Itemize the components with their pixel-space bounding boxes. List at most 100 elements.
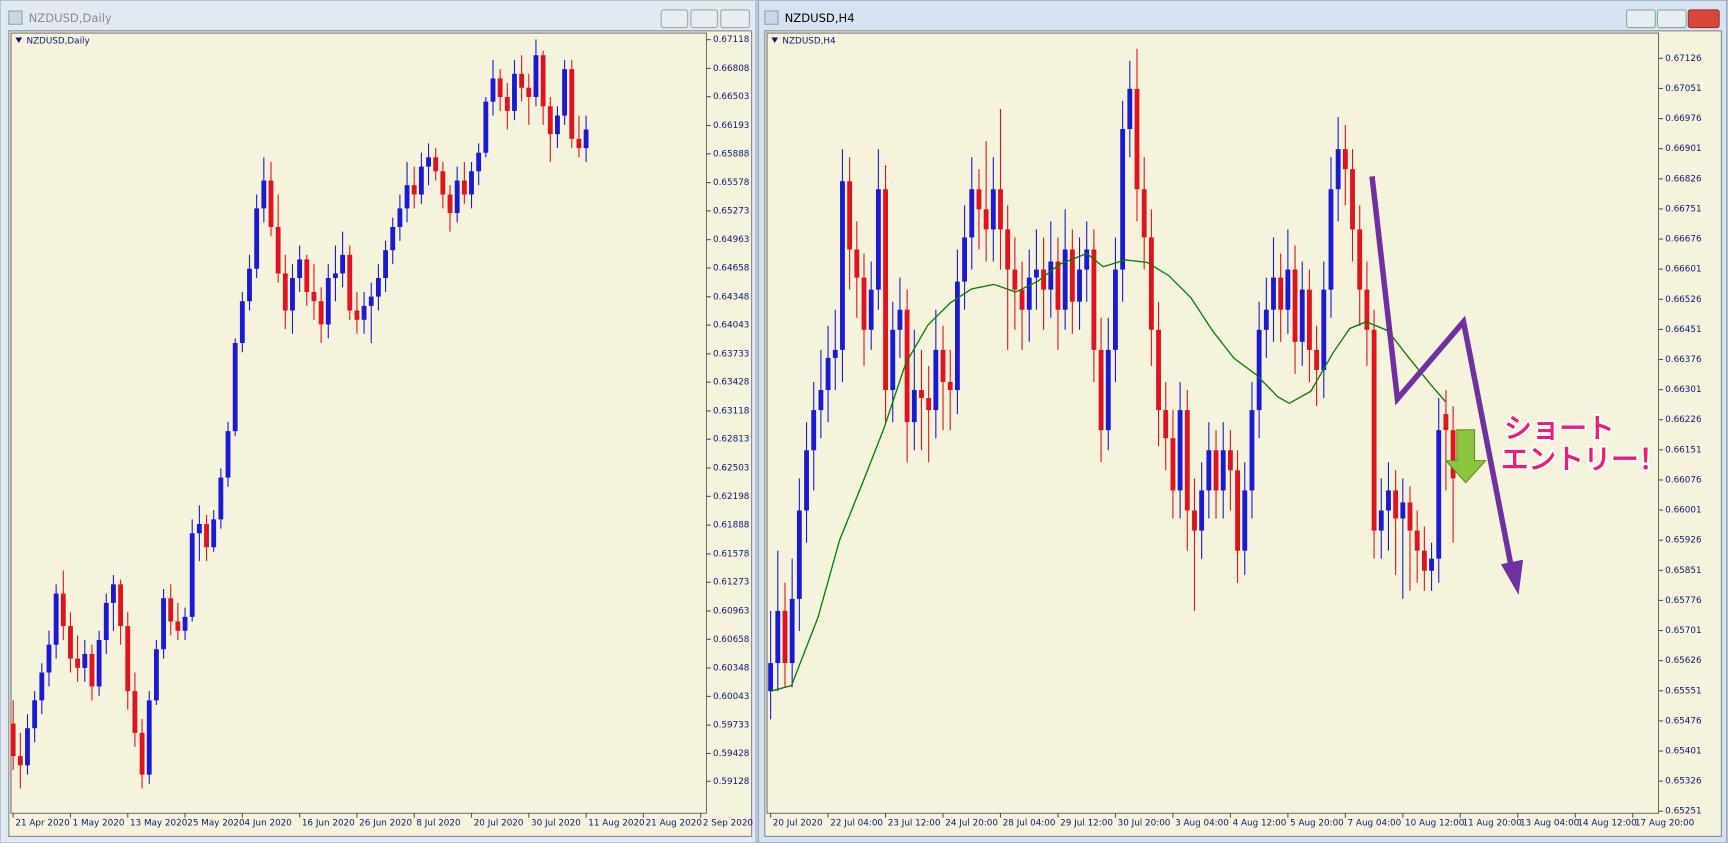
candle-body bbox=[1048, 261, 1054, 290]
candle-body bbox=[1321, 289, 1327, 370]
y-tick-label: 0.66001 bbox=[1665, 506, 1701, 516]
candle-body bbox=[519, 73, 525, 88]
candle-body bbox=[832, 349, 838, 358]
y-tick-label: 0.59128 bbox=[713, 777, 749, 787]
y-tick-label: 0.64348 bbox=[713, 292, 749, 302]
y-tick-label: 0.65888 bbox=[713, 149, 749, 159]
y-tick-label: 0.61888 bbox=[713, 521, 749, 531]
y-tick-label: 0.65551 bbox=[1665, 686, 1701, 696]
candle-body bbox=[32, 700, 38, 729]
x-tick-label: 7 Aug 04:00 bbox=[1348, 819, 1402, 829]
candle-body bbox=[1199, 490, 1205, 531]
minimize-button[interactable] bbox=[660, 9, 689, 29]
y-tick-label: 0.66451 bbox=[1665, 325, 1701, 335]
candle-body bbox=[1184, 410, 1190, 511]
close-button[interactable] bbox=[1687, 9, 1720, 29]
restore-button[interactable] bbox=[690, 9, 718, 29]
window-buttons bbox=[660, 9, 750, 29]
candle-body bbox=[818, 390, 824, 411]
x-tick-label: 13 May 2020 bbox=[130, 819, 188, 829]
candle-body bbox=[189, 533, 195, 617]
candle-body bbox=[768, 663, 774, 692]
candle-body bbox=[897, 309, 903, 330]
candle-body bbox=[1156, 329, 1161, 411]
candle-body bbox=[304, 259, 310, 292]
candle-body bbox=[290, 278, 295, 311]
candle-body bbox=[218, 477, 224, 520]
y-tick-label: 0.64043 bbox=[713, 321, 749, 331]
candle-body bbox=[75, 658, 81, 668]
restore-button[interactable] bbox=[1656, 9, 1687, 29]
candle-body bbox=[868, 289, 874, 330]
close-button[interactable] bbox=[720, 9, 750, 29]
candle-body bbox=[1206, 450, 1212, 491]
candle-body bbox=[504, 97, 510, 111]
candle-body bbox=[1342, 149, 1348, 170]
candle-body bbox=[1299, 289, 1305, 342]
candle-body bbox=[1292, 269, 1298, 342]
x-tick-label: 10 Aug 12:00 bbox=[1405, 819, 1465, 829]
candle-body bbox=[53, 593, 59, 645]
candle-body bbox=[125, 626, 131, 692]
candle-body bbox=[1213, 450, 1219, 491]
y-tick-label: 0.65926 bbox=[1665, 536, 1702, 546]
x-tick-label: 13 Aug 04:00 bbox=[1520, 819, 1580, 829]
y-tick-label: 0.66976 bbox=[1665, 114, 1702, 124]
y-tick-label: 0.62198 bbox=[713, 492, 749, 502]
x-tick-label: 8 Jul 2020 bbox=[416, 819, 461, 829]
y-tick-label: 0.65476 bbox=[1665, 716, 1702, 726]
y-tick-label: 0.65701 bbox=[1665, 626, 1701, 636]
candle-body bbox=[404, 185, 410, 209]
y-tick-label: 0.66076 bbox=[1665, 475, 1702, 485]
candle-body bbox=[1357, 229, 1363, 290]
x-tick-label: 3 Aug 04:00 bbox=[1175, 819, 1229, 829]
x-tick-label: 21 Apr 2020 bbox=[15, 819, 70, 829]
candle-body bbox=[1393, 490, 1399, 519]
y-tick-label: 0.66901 bbox=[1665, 144, 1701, 154]
candle-body bbox=[340, 254, 346, 274]
candle-body bbox=[576, 138, 582, 149]
y-tick-label: 0.60963 bbox=[713, 606, 749, 616]
candle-body bbox=[947, 381, 953, 391]
annotation: エントリー！ bbox=[1501, 444, 1666, 476]
candle-body bbox=[1278, 277, 1284, 310]
candle-body bbox=[1220, 450, 1226, 491]
candle-body bbox=[998, 189, 1003, 230]
candle-body bbox=[168, 598, 174, 622]
y-tick-label: 0.65401 bbox=[1665, 747, 1701, 757]
y-tick-label: 0.62503 bbox=[713, 464, 749, 474]
x-tick-label: 20 Jul 2020 bbox=[474, 819, 524, 829]
y-tick-label: 0.60658 bbox=[713, 635, 749, 645]
x-tick-label: 30 Jul 2020 bbox=[531, 819, 581, 829]
candle-body bbox=[1019, 289, 1025, 310]
candle-body bbox=[854, 249, 860, 278]
y-tick-label: 0.65776 bbox=[1665, 596, 1702, 606]
candle-body bbox=[1421, 550, 1427, 571]
candle-body bbox=[383, 250, 388, 279]
candle-body bbox=[390, 226, 396, 251]
candle-body bbox=[789, 598, 795, 664]
candle-body bbox=[1256, 329, 1262, 411]
candle-body bbox=[132, 691, 138, 733]
candle-body bbox=[969, 189, 975, 238]
x-tick-label: 25 May 2020 bbox=[187, 819, 245, 829]
candle-body bbox=[1055, 261, 1061, 310]
candle-body bbox=[354, 310, 360, 320]
candle-body bbox=[1242, 490, 1248, 551]
candle-body bbox=[282, 273, 288, 311]
candle-body bbox=[1436, 430, 1442, 559]
y-tick-label: 0.67118 bbox=[713, 35, 749, 45]
candle-body bbox=[447, 194, 453, 214]
y-tick-label: 0.65578 bbox=[713, 178, 749, 188]
candle-body bbox=[175, 621, 181, 631]
candle-body bbox=[583, 129, 589, 149]
y-tick-label: 0.63428 bbox=[713, 378, 749, 388]
candle-body bbox=[875, 189, 881, 290]
candle-body bbox=[1163, 410, 1169, 439]
y-tick-label: 0.65851 bbox=[1665, 566, 1701, 576]
candle-body bbox=[562, 69, 568, 116]
minimize-button[interactable] bbox=[1626, 9, 1656, 29]
candle-body bbox=[454, 180, 460, 214]
candle-body bbox=[433, 157, 439, 172]
y-tick-label: 0.66751 bbox=[1665, 204, 1701, 214]
